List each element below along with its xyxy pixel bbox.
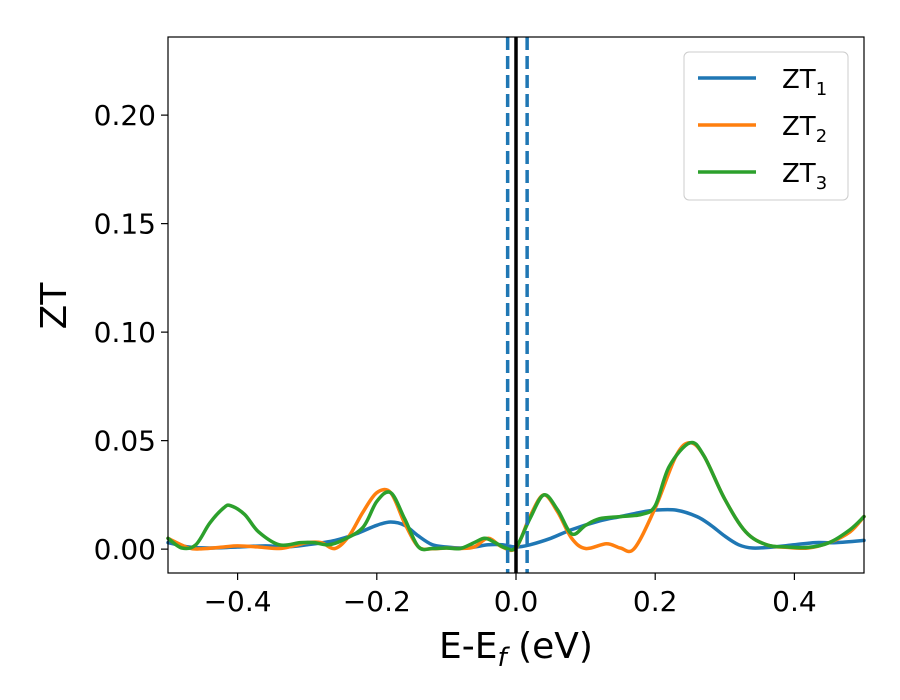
y-ticks: 0.00 0.05 0.10 0.15 0.20 bbox=[94, 99, 168, 566]
legend: ZT1 ZT2 ZT3 bbox=[683, 51, 849, 201]
x-tick-label: −0.2 bbox=[343, 585, 411, 618]
y-tick-label: 0.00 bbox=[94, 533, 156, 566]
x-tick-label: −0.4 bbox=[204, 585, 272, 618]
x-axis-label: E-Ef (eV) bbox=[439, 626, 593, 673]
y-tick-label: 0.05 bbox=[94, 425, 156, 458]
y-tick-label: 0.15 bbox=[94, 208, 156, 241]
legend-frame bbox=[683, 51, 849, 201]
y-axis-label: ZT bbox=[34, 282, 75, 330]
x-tick-label: 0.2 bbox=[633, 585, 678, 618]
series-layer bbox=[166, 440, 866, 554]
x-ticks: −0.4 −0.2 0.0 0.2 0.4 bbox=[204, 573, 817, 618]
legend-label-3: ZT3 bbox=[782, 159, 827, 194]
x-axis-label-unit: (eV) bbox=[507, 626, 593, 667]
y-tick-label: 0.10 bbox=[94, 316, 156, 349]
vline-layer bbox=[505, 37, 529, 573]
legend-label-2: ZT2 bbox=[782, 112, 827, 147]
series-line-1 bbox=[166, 507, 866, 550]
y-tick-label: 0.20 bbox=[94, 99, 156, 132]
series-line-3 bbox=[166, 440, 866, 552]
x-tick-label: 0.0 bbox=[494, 585, 539, 618]
legend-label-1: ZT1 bbox=[782, 65, 827, 100]
x-tick-label: 0.4 bbox=[772, 585, 817, 618]
